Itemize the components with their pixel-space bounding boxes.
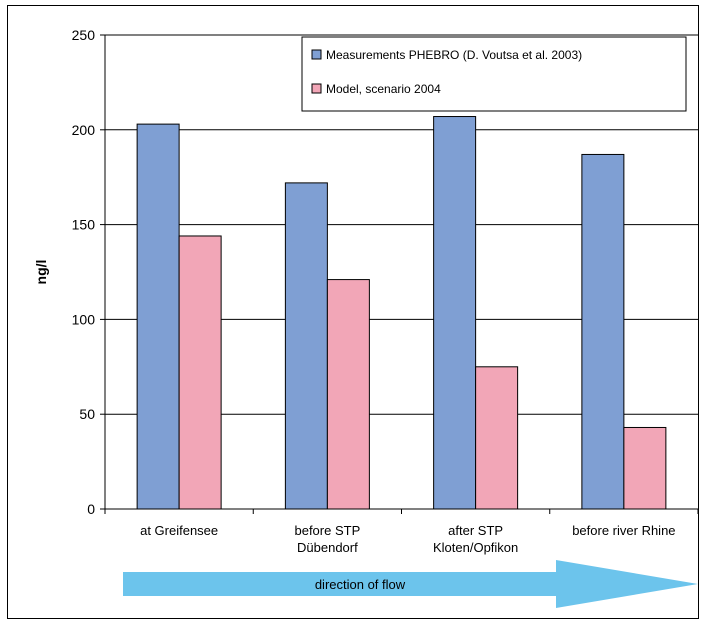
- bar-model: [623, 426, 667, 510]
- flow-arrow-label: direction of flow: [315, 577, 406, 592]
- legend: Measurements PHEBRO (D. Voutsa et al. 20…: [301, 36, 687, 112]
- y-tick-label: 100: [72, 311, 96, 327]
- x-tick-label: Kloten/Opfikon: [433, 540, 518, 555]
- bar-measurement: [136, 123, 180, 510]
- flow-arrow: direction of flow: [123, 560, 698, 608]
- legend-swatch: [311, 49, 322, 60]
- y-tick-label: 250: [72, 27, 96, 43]
- legend-entry: Model, scenario 2004: [326, 82, 441, 96]
- flow-arrow-shape: [123, 560, 698, 608]
- y-tick-label: 200: [72, 122, 96, 138]
- y-tick-label: 0: [87, 501, 95, 517]
- x-tick-label: before STP: [294, 523, 360, 538]
- legend-swatch: [311, 83, 322, 94]
- x-tick-label: at Greifensee: [140, 523, 218, 538]
- x-tick-label: Dübendorf: [297, 540, 358, 555]
- y-tick-label: 50: [79, 406, 95, 422]
- tick-labels: 0 50 100 150 200 250 at Greifensee before STP Dü…: [72, 27, 676, 555]
- bars: [136, 116, 667, 510]
- x-tick-label: before river Rhine: [572, 523, 675, 538]
- y-tick-label: 150: [72, 217, 96, 233]
- bar-measurement: [581, 153, 625, 510]
- bar-measurement: [284, 182, 328, 510]
- legend-box: [301, 36, 687, 112]
- bar-model: [475, 366, 519, 510]
- y-axis-title: ng/l: [33, 260, 49, 285]
- bar-model: [326, 279, 370, 510]
- axes: [100, 34, 699, 514]
- legend-entry: Measurements PHEBRO (D. Voutsa et al. 20…: [326, 48, 582, 62]
- bar-model: [178, 235, 222, 510]
- bar-measurement: [433, 116, 477, 510]
- x-tick-label: after STP: [448, 523, 503, 538]
